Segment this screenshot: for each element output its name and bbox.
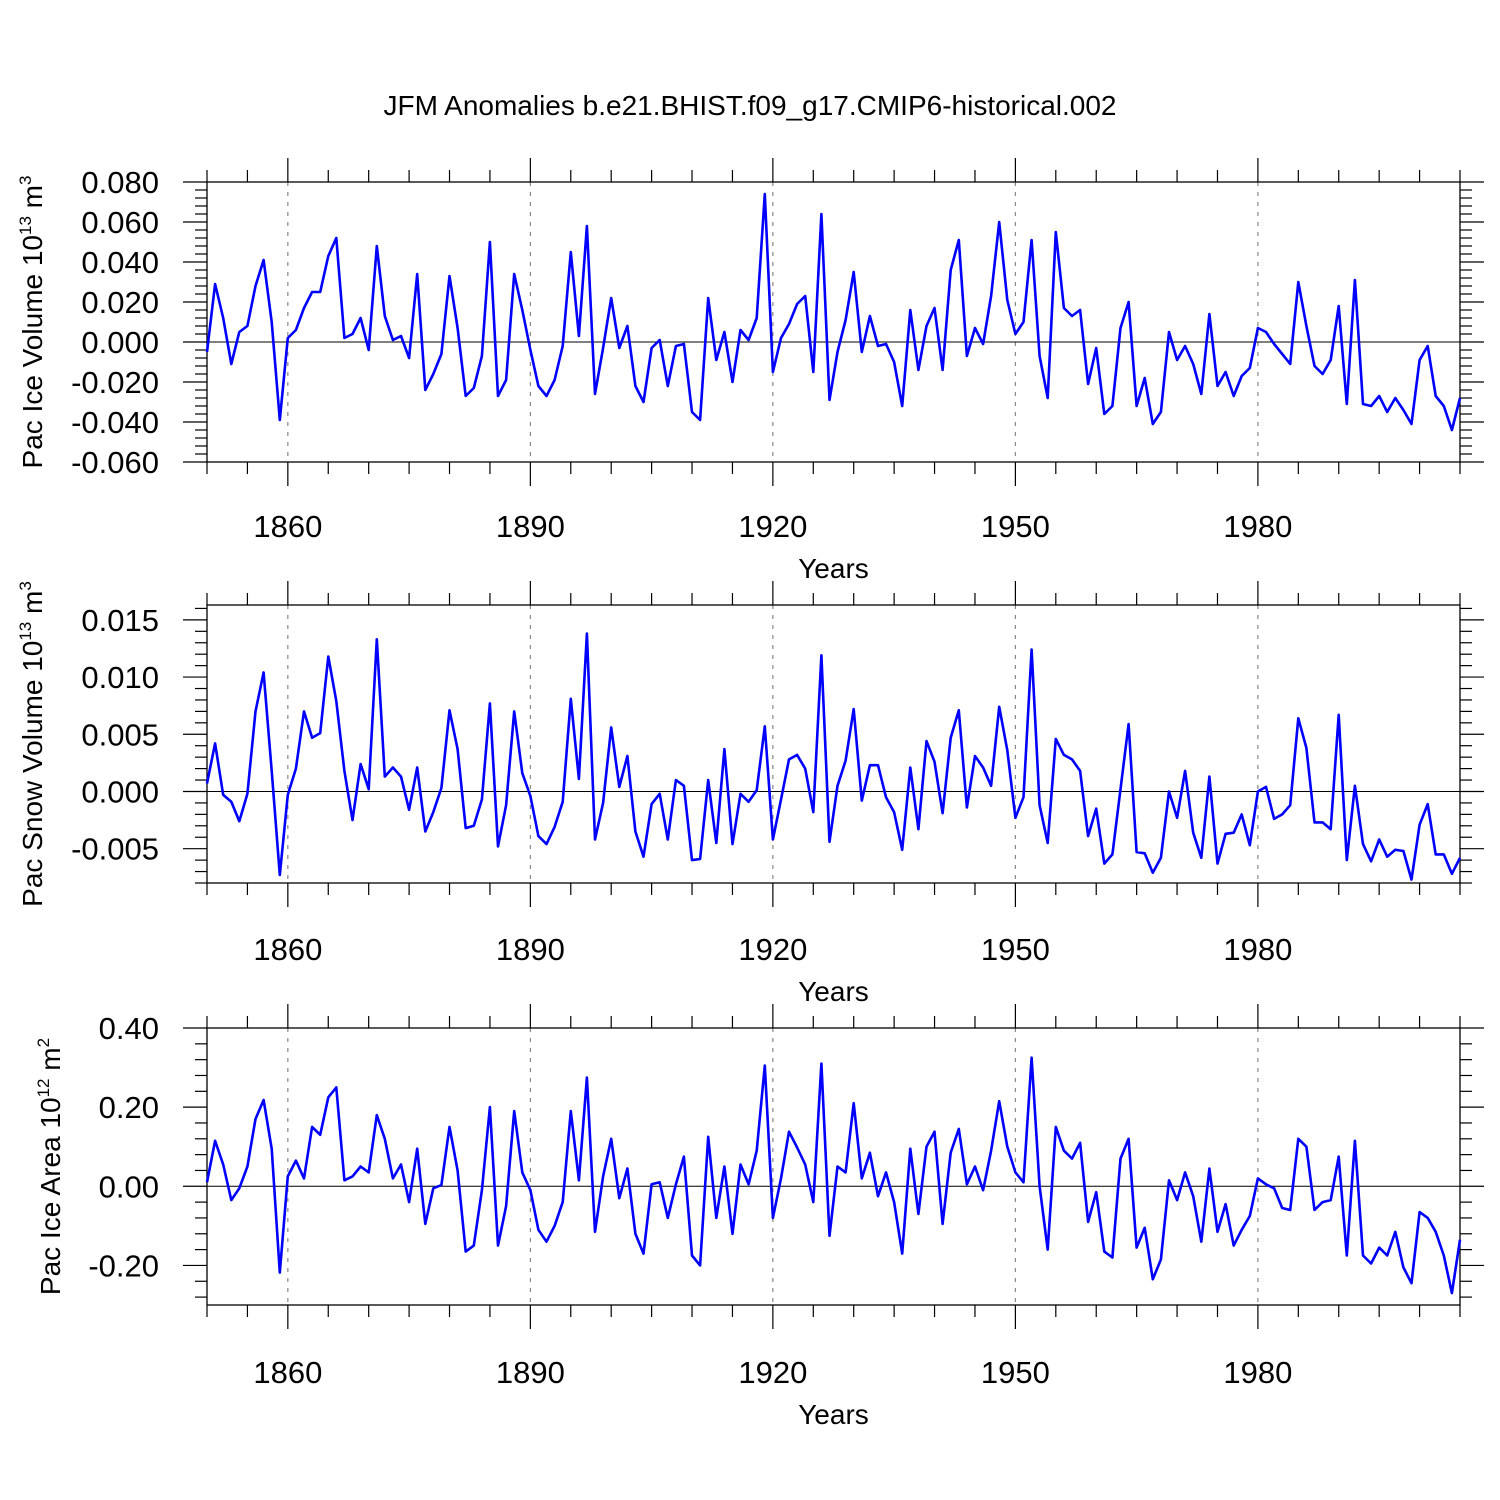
ice-area-xlabel: Years bbox=[798, 1399, 869, 1430]
ice-volume-xlabel: Years bbox=[798, 553, 869, 584]
ice-volume-xtick-label: 1890 bbox=[496, 509, 565, 544]
ice-area-ylabel: Pac Ice Area 1012 m2 bbox=[34, 1038, 66, 1295]
ice-volume-ytick-label: 0.060 bbox=[81, 205, 159, 240]
ice-area-xtick-label: 1890 bbox=[496, 1355, 565, 1390]
snow-volume-ytick-label: 0.010 bbox=[81, 660, 159, 695]
ice-volume-ytick-label: 0.000 bbox=[81, 325, 159, 360]
ice-area-xtick-label: 1950 bbox=[981, 1355, 1050, 1390]
ice-volume-ytick-label: 0.080 bbox=[81, 165, 159, 200]
ice-area-xtick-label: 1860 bbox=[253, 1355, 322, 1390]
snow-volume-xtick-label: 1980 bbox=[1223, 932, 1292, 967]
snow-volume-xlabel: Years bbox=[798, 976, 869, 1007]
chart-title: JFM Anomalies b.e21.BHIST.f09_g17.CMIP6-… bbox=[383, 90, 1117, 121]
ice-area-xtick-label: 1980 bbox=[1223, 1355, 1292, 1390]
ice-volume-ytick-label: -0.020 bbox=[71, 365, 159, 400]
snow-volume-plot-frame bbox=[206, 604, 1461, 884]
snow-volume-xtick-label: 1950 bbox=[981, 932, 1050, 967]
ice-area-ytick-label: 0.00 bbox=[99, 1169, 159, 1204]
ice-volume-xtick-label: 1980 bbox=[1223, 509, 1292, 544]
ice-volume-ytick-label: -0.040 bbox=[71, 405, 159, 440]
ice-volume-plot-frame bbox=[206, 181, 1461, 463]
snow-volume-ytick-label: 0.000 bbox=[81, 774, 159, 809]
snow-volume-ytick-label: 0.005 bbox=[81, 717, 159, 752]
ice-volume-ytick-label: 0.020 bbox=[81, 285, 159, 320]
ice-volume-ytick-label: 0.040 bbox=[81, 245, 159, 280]
ice-volume-ylabel: Pac Ice Volume 1013 m3 bbox=[16, 176, 48, 469]
ice-area-ytick-label: -0.20 bbox=[88, 1248, 159, 1283]
ice-area-ytick-label: 0.40 bbox=[99, 1011, 159, 1046]
ice-volume-xtick-label: 1920 bbox=[738, 509, 807, 544]
ice-area-xtick-label: 1920 bbox=[738, 1355, 807, 1390]
snow-volume-xtick-label: 1890 bbox=[496, 932, 565, 967]
ice-area-series-line bbox=[205, 1056, 1462, 1295]
ice-volume-ytick-label: -0.060 bbox=[71, 445, 159, 480]
ice-volume-series-line bbox=[205, 192, 1462, 432]
snow-volume-ylabel: Pac Snow Volume 1013 m3 bbox=[16, 581, 48, 907]
ice-area-ytick-label: 0.20 bbox=[99, 1090, 159, 1125]
ice-volume-xtick-label: 1860 bbox=[253, 509, 322, 544]
ice-area-plot-frame bbox=[206, 1027, 1461, 1306]
snow-volume-ytick-label: 0.015 bbox=[81, 603, 159, 638]
ice-volume-xtick-label: 1950 bbox=[981, 509, 1050, 544]
snow-volume-xtick-label: 1920 bbox=[738, 932, 807, 967]
snow-volume-series-line bbox=[205, 632, 1462, 881]
snow-volume-xtick-label: 1860 bbox=[253, 932, 322, 967]
snow-volume-ytick-label: -0.005 bbox=[71, 832, 159, 867]
